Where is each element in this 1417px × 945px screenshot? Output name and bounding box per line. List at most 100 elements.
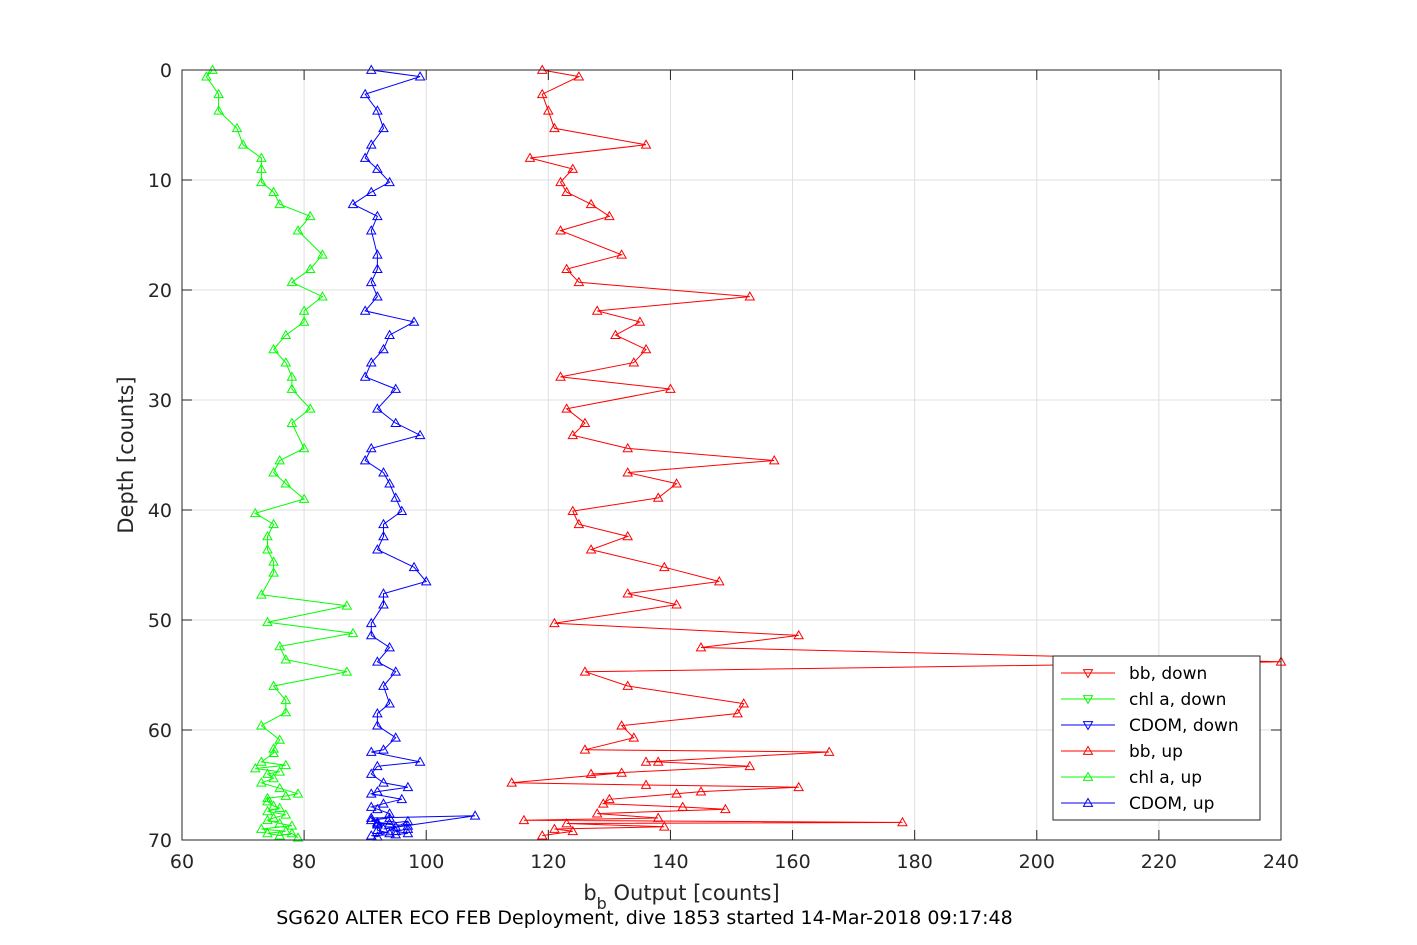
legend-entry: CDOM, up (1129, 794, 1214, 814)
data-point (298, 316, 310, 326)
data-point (640, 343, 652, 354)
data-point (384, 817, 395, 828)
data-point (304, 210, 316, 221)
data-point (585, 198, 597, 209)
data-point (768, 454, 780, 465)
data-point (268, 567, 279, 577)
legend-entry: CDOM, down (1129, 716, 1239, 736)
data-point (372, 210, 383, 221)
data-point (549, 122, 560, 133)
data-point (372, 803, 383, 814)
data-point (732, 707, 743, 718)
data-point (658, 561, 670, 572)
data-point (256, 756, 267, 766)
data-point (341, 600, 353, 610)
data-point (213, 105, 224, 115)
data-point (378, 588, 389, 598)
data-point (793, 629, 805, 640)
data-point (652, 756, 664, 766)
data-point (365, 814, 377, 825)
data-point (280, 809, 292, 819)
data-point (396, 793, 408, 804)
data-point (610, 329, 621, 339)
data-point (390, 383, 402, 393)
data-point (671, 478, 682, 488)
data-point (622, 588, 634, 598)
legend-entry: bb, down (1129, 664, 1207, 684)
data-point (274, 817, 286, 828)
data-point (549, 617, 560, 628)
data-point (897, 816, 908, 827)
data-point (506, 777, 518, 787)
data-point (378, 343, 389, 354)
data-point (408, 316, 420, 326)
data-point (567, 505, 579, 515)
data-point (622, 442, 634, 453)
x-axis-label-subscript: b (597, 894, 607, 913)
data-point (365, 812, 377, 822)
data-point (579, 744, 591, 754)
data-point (317, 291, 328, 301)
data-point (201, 71, 212, 81)
y-tick-label: 50 (148, 610, 172, 632)
data-point (365, 746, 377, 756)
data-point (823, 746, 835, 756)
x-tick-label: 220 (1141, 851, 1177, 873)
data-point (567, 825, 579, 836)
data-point (640, 756, 652, 766)
data-point (365, 186, 377, 196)
data-point (597, 798, 609, 808)
data-point (249, 507, 261, 518)
data-point (658, 821, 670, 831)
data-point (280, 654, 292, 664)
data-point (579, 417, 591, 427)
data-point (372, 824, 383, 834)
data-point (256, 823, 267, 833)
data-point (365, 768, 377, 778)
data-point (286, 276, 298, 287)
data-point (720, 803, 731, 814)
data-point (604, 793, 615, 804)
data-point (280, 759, 292, 770)
series-line (511, 69, 1282, 837)
data-point (347, 198, 359, 209)
x-tick-label: 100 (408, 851, 444, 873)
data-point (402, 823, 414, 833)
data-point (378, 777, 389, 787)
data-point (274, 198, 286, 209)
data-point (573, 276, 585, 287)
data-point (372, 817, 383, 828)
data-point (372, 707, 383, 718)
data-point (262, 530, 273, 541)
data-point (280, 329, 292, 339)
data-point (384, 641, 395, 652)
data-point (378, 798, 389, 808)
data-point (622, 530, 634, 541)
data-point (268, 518, 279, 529)
data-point (274, 454, 286, 465)
data-point (628, 357, 640, 367)
data-point (420, 575, 432, 586)
legend-marker (1082, 695, 1094, 705)
data-point (231, 122, 243, 133)
data-point (378, 744, 389, 754)
y-axis-label: Depth [counts] (114, 376, 138, 533)
data-point (286, 417, 298, 427)
data-point (384, 808, 395, 818)
data-point (573, 71, 585, 81)
data-point (372, 544, 383, 554)
data-point (384, 176, 395, 187)
data-point (280, 478, 292, 488)
y-tick-label: 60 (148, 720, 172, 742)
data-point (414, 756, 426, 766)
x-axis-label-rest: Output [counts] (607, 881, 780, 905)
y-tick-label: 0 (160, 60, 172, 82)
series-4 (201, 64, 359, 842)
data-point (365, 276, 377, 287)
data-point (622, 467, 634, 477)
data-point (365, 225, 377, 235)
data-point (549, 823, 560, 833)
data-point (207, 64, 218, 74)
legend-marker (1082, 797, 1094, 807)
data-point (585, 544, 597, 554)
